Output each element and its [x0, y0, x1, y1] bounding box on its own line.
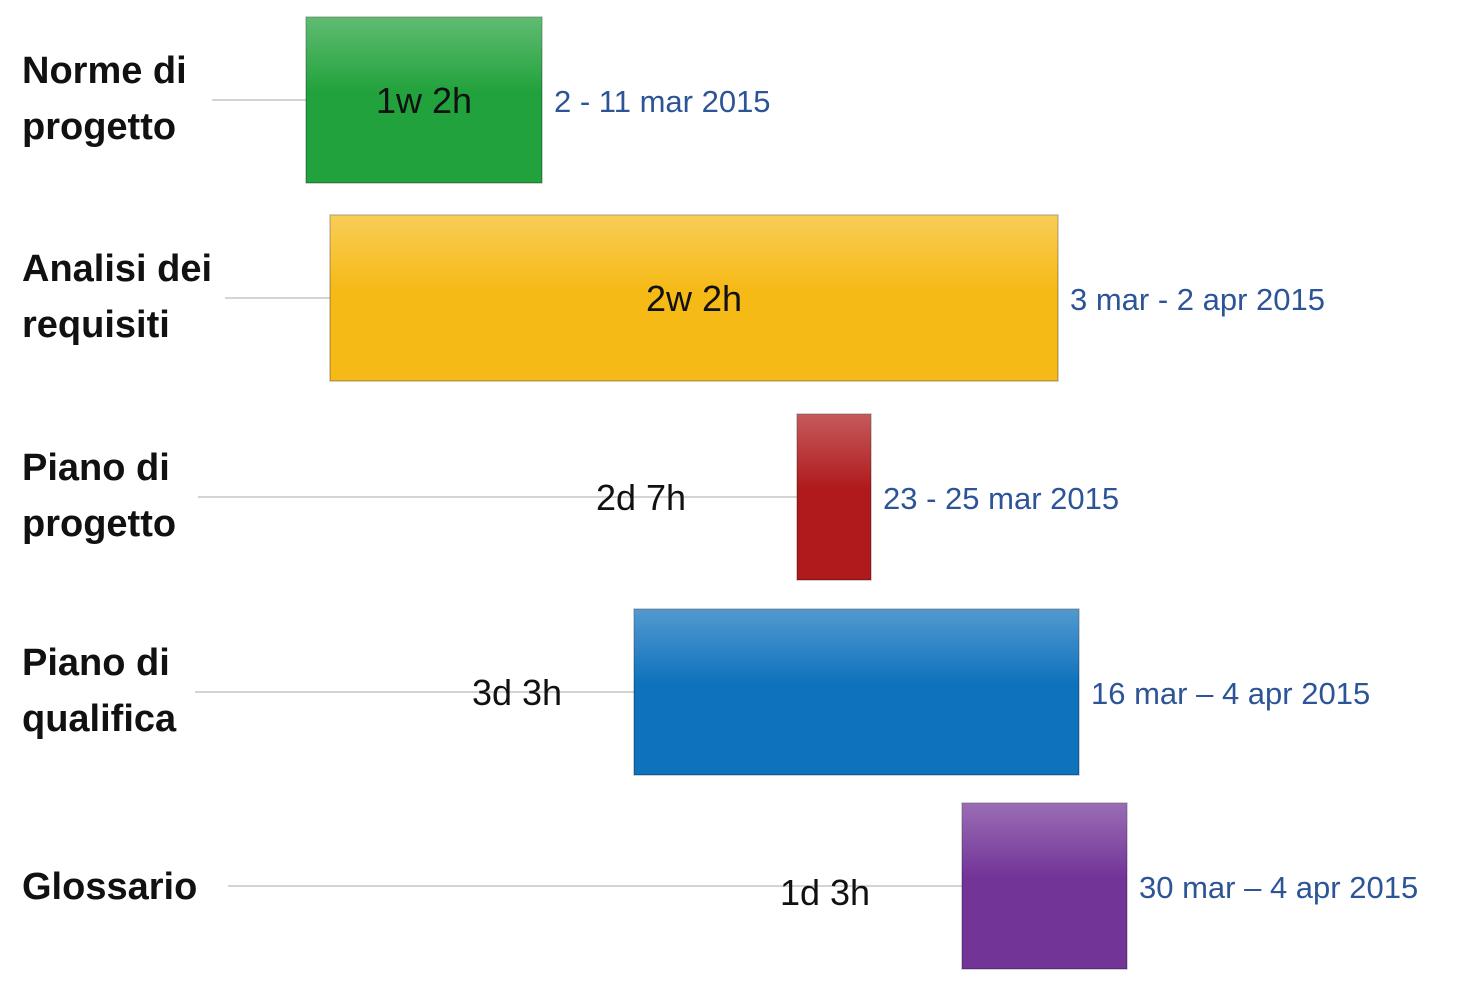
- task-row: Piano di progetto 2d 7h 23 - 25 mar 2015: [22, 413, 1119, 581]
- task-label: progetto: [22, 503, 176, 545]
- date-range-label: 30 mar – 4 apr 2015: [1139, 870, 1418, 905]
- task-label: Piano di: [22, 447, 170, 489]
- duration-label: 1d 3h: [780, 872, 870, 913]
- duration-label: 2w 2h: [646, 278, 742, 319]
- task-bar-highlight: [797, 414, 871, 489]
- date-range-label: 3 mar - 2 apr 2015: [1070, 282, 1325, 317]
- date-range-label: 2 - 11 mar 2015: [554, 84, 771, 119]
- task-label: qualifica: [22, 698, 177, 740]
- task-label: Analisi dei: [22, 248, 212, 290]
- task-row: Norme di progetto 1w 2h 2 - 11 mar 2015: [22, 16, 771, 184]
- task-row: Glossario 1d 3h 30 mar – 4 apr 2015: [22, 802, 1418, 970]
- date-range-label: 16 mar – 4 apr 2015: [1091, 676, 1370, 711]
- duration-label: 1w 2h: [376, 80, 472, 121]
- task-bar-highlight: [962, 803, 1127, 878]
- task-label: Glossario: [22, 866, 197, 908]
- task-row: Analisi dei requisiti 2w 2h 3 mar - 2 apr 2…: [22, 214, 1325, 382]
- date-range-label: 23 - 25 mar 2015: [883, 481, 1119, 516]
- duration-label: 2d 7h: [596, 477, 686, 518]
- task-label: Piano di: [22, 642, 170, 684]
- task-bar-highlight: [306, 17, 542, 92]
- task-bar-highlight: [330, 215, 1058, 290]
- task-bar-highlight: [634, 609, 1079, 684]
- task-label: progetto: [22, 106, 176, 148]
- duration-label: 3d 3h: [472, 672, 562, 713]
- task-label: requisiti: [22, 304, 170, 346]
- task-row: Piano di qualifica 3d 3h 16 mar – 4 apr 201…: [22, 608, 1370, 776]
- task-label: Norme di: [22, 50, 187, 92]
